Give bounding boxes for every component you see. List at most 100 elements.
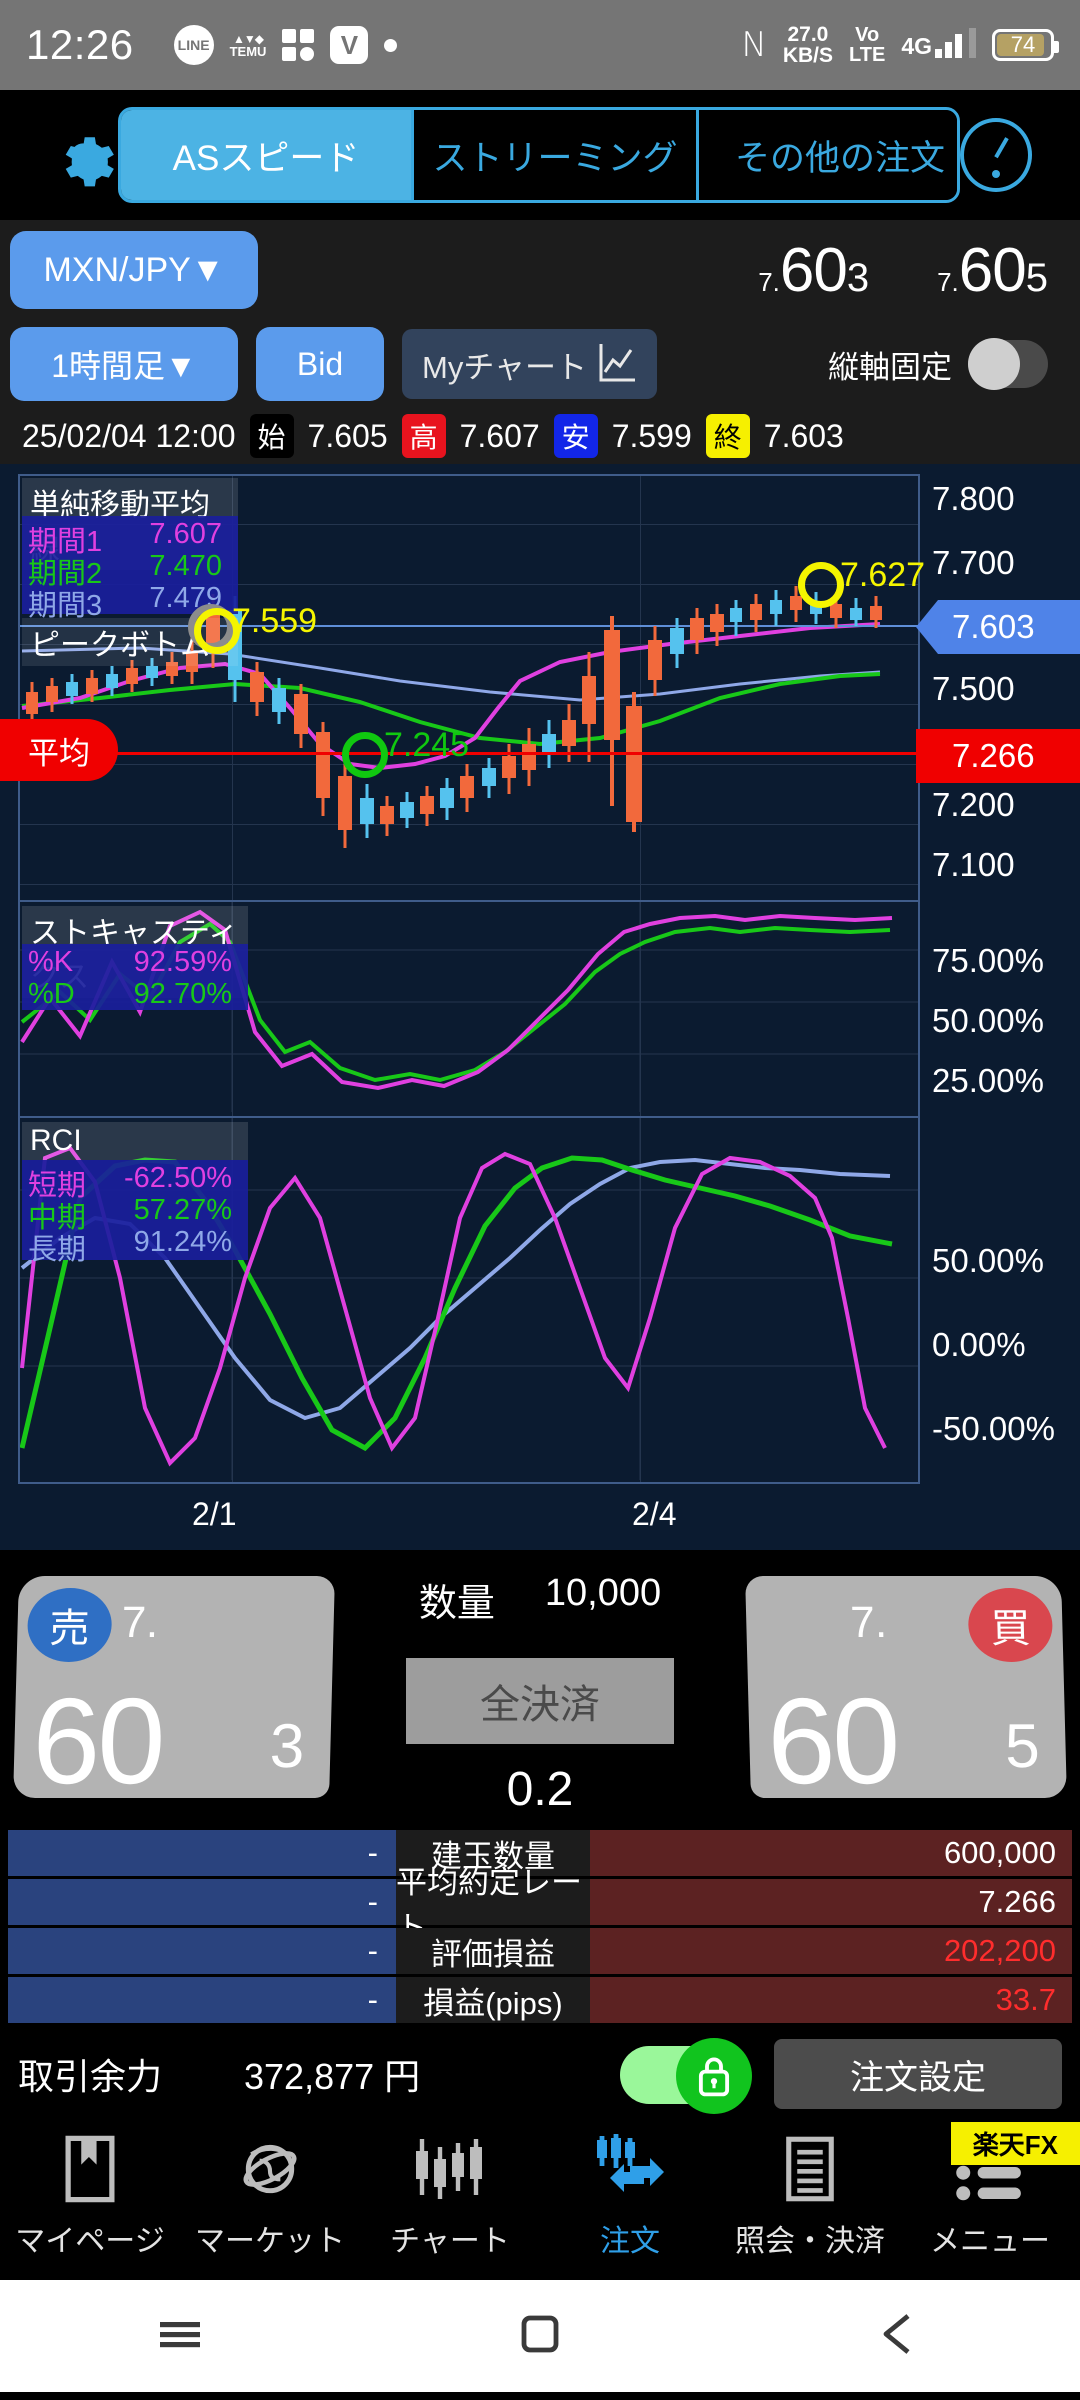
stoch-tick-2: 50.00%: [932, 1002, 1044, 1039]
sell-price-main: 60: [30, 1673, 165, 1809]
row-label: 評価損益: [396, 1928, 590, 1974]
mychart-button[interactable]: Myチャート: [402, 329, 658, 399]
balance-label: 取引余力: [18, 2056, 163, 2097]
signal-icon: 4G: [901, 28, 976, 58]
menu-icon: [955, 2128, 1025, 2210]
app-header: ASスピード ストリーミング その他の注文: [0, 90, 1080, 220]
high-value: 7.607: [459, 417, 540, 454]
spread-value: 0.2: [506, 1763, 574, 1816]
symbol-label: MXN/JPY: [43, 250, 191, 289]
sma-legend-row-3: 期間3 7.479: [28, 582, 222, 622]
recents-icon[interactable]: [154, 2308, 206, 2365]
nav-item-mypage[interactable]: マイページ: [0, 2128, 180, 2260]
buy-side-value: 202,200: [590, 1928, 1072, 1974]
vivaldi-icon: V: [330, 26, 369, 64]
stoch-tick-3: 25.00%: [932, 1062, 1044, 1099]
gear-icon[interactable]: [48, 120, 118, 190]
nav-item-market[interactable]: マーケット: [180, 2128, 360, 2260]
close-all-button[interactable]: 全決済: [406, 1658, 674, 1744]
tab-streaming[interactable]: ストリーミング: [411, 110, 696, 200]
nav-label: メニュー: [930, 2225, 1050, 2258]
open-value: 7.605: [307, 417, 388, 454]
ohlc-datetime: 25/02/04 12:00: [22, 417, 236, 454]
mychart-label: Myチャート: [422, 349, 588, 385]
lock-icon: [676, 2038, 752, 2114]
position-table: - 建玉数量 600,000 - 平均約定レート 7.266 - 評価損益 20…: [0, 1830, 1080, 2023]
order-icon: [592, 2128, 668, 2210]
timeframe-selector[interactable]: 1時間足▼: [10, 327, 238, 401]
close-value: 7.603: [763, 417, 844, 454]
nav-item-chart[interactable]: チャート: [360, 2128, 540, 2260]
nav-item-order[interactable]: 注文: [540, 2128, 720, 2260]
nav-label: 注文: [600, 2225, 660, 2258]
sell-button[interactable]: 売 7. 60 3: [13, 1576, 335, 1809]
sma-legend-row-1: 期間1 7.607: [28, 518, 222, 558]
balance-value: 372,877 円: [244, 2056, 421, 2097]
nav-label: マイページ: [15, 2225, 165, 2258]
peak-marker-2: [798, 562, 844, 608]
nav-label: チャート: [390, 2225, 510, 2258]
chart-series: [20, 586, 918, 848]
nav-item-inquiry[interactable]: 照会・決済: [720, 2128, 900, 2260]
sell-side-value: -: [8, 1879, 396, 1925]
row-label: 建玉数量: [396, 1830, 590, 1876]
price-tick-1: 7.800: [932, 480, 1015, 517]
quantity-display[interactable]: 数量 10,000: [419, 1572, 661, 1627]
stoch-tick-1: 75.00%: [932, 942, 1044, 979]
low-tag: 安: [553, 414, 598, 458]
price-type-selector[interactable]: Bid: [256, 327, 384, 401]
average-price-line: [20, 752, 918, 755]
rci-panel-separator: [20, 1116, 918, 1118]
signal-bars-icon: [935, 28, 976, 58]
nav-item-menu[interactable]: メニュー: [900, 2128, 1080, 2260]
buy-side-value: 33.7: [590, 1977, 1072, 2023]
sell-price-dec: 3: [269, 1712, 306, 1781]
table-row[interactable]: - 建玉数量 600,000: [8, 1830, 1072, 1876]
table-row[interactable]: - 平均約定レート 7.266: [8, 1865, 1072, 1945]
rci-tick-2: 0.00%: [932, 1326, 1026, 1363]
buy-button[interactable]: 買 7. 60 5: [745, 1576, 1067, 1809]
rci-legend-row-3: 長期 91.24%: [28, 1226, 232, 1266]
date-tick-2: 2/4: [632, 1496, 677, 1532]
rci-legend-row-1: 短期 -62.50%: [28, 1162, 232, 1202]
header-ask-price: 7. 60 5: [937, 235, 1048, 305]
nav-label: 照会・決済: [735, 2225, 885, 2258]
lock-axis-toggle[interactable]: [968, 338, 1048, 390]
peak-marker-1: [194, 608, 240, 654]
line-icon: LINE: [173, 25, 214, 65]
home-icon[interactable]: [514, 2308, 566, 2365]
status-app-icons: LINE ▲▼◆ TEMU V: [173, 25, 398, 65]
candle-icon: [412, 2128, 488, 2210]
high-tag: 高: [401, 414, 446, 458]
tab-as-speed[interactable]: ASスピード: [121, 110, 411, 200]
bottom-nav: 楽天FX マイページ マーケット チャート: [0, 2122, 1080, 2280]
order-settings-button[interactable]: 注文設定: [774, 2039, 1062, 2109]
more-dot-icon: [384, 38, 398, 52]
quantity-value: 10,000: [544, 1572, 662, 1614]
order-mode-tabs[interactable]: ASスピード ストリーミング その他の注文: [118, 107, 960, 203]
brand-badge: 楽天FX: [950, 2122, 1080, 2165]
stochastics-legend-row-1: %K 92.59%: [28, 946, 232, 978]
back-icon[interactable]: [874, 2308, 926, 2365]
table-row[interactable]: - 損益(pips) 33.7: [8, 1977, 1072, 2023]
sell-side-value: -: [8, 1977, 396, 2023]
nfc-icon: N: [741, 25, 767, 65]
book-icon: [61, 2128, 119, 2210]
chevron-down-icon: ▼: [190, 250, 225, 289]
lock-toggle[interactable]: [620, 2038, 752, 2114]
tab-other-orders[interactable]: その他の注文: [696, 110, 957, 200]
buy-badge: 買: [967, 1588, 1054, 1662]
symbol-selector[interactable]: MXN/JPY ▼: [10, 231, 258, 309]
stochastics-panel-separator: [20, 900, 918, 902]
rci-tick-3: -50.00%: [932, 1410, 1055, 1447]
speedometer-icon[interactable]: [959, 118, 1032, 192]
bottom-marker-1: [342, 732, 388, 778]
quantity-label: 数量: [418, 1583, 495, 1625]
table-row[interactable]: - 評価損益 202,200: [8, 1928, 1072, 1974]
buy-price-dec: 5: [1004, 1712, 1041, 1781]
bottom-marker-1-label: 7.245: [384, 726, 470, 764]
peak-marker-1-label: 7.559: [232, 602, 318, 640]
average-price-pill: 平均: [0, 719, 118, 781]
